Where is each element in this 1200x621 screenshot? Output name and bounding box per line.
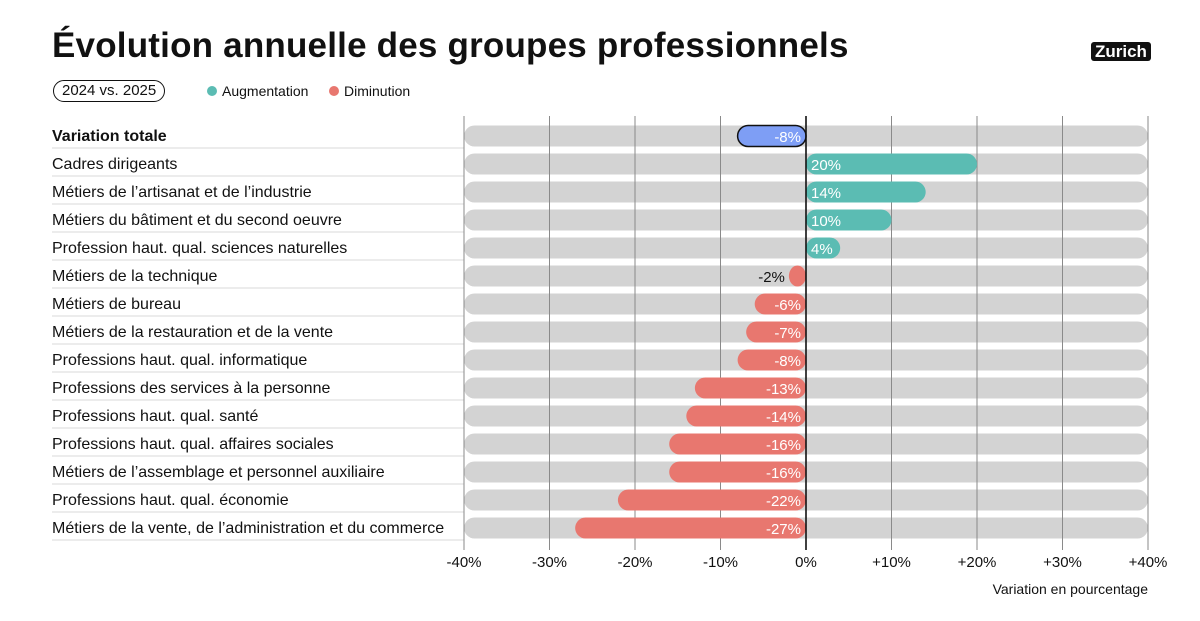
x-tick-label: +10% xyxy=(872,554,911,571)
value-label: -8% xyxy=(774,353,801,370)
bar xyxy=(737,349,806,371)
x-tick-label: -40% xyxy=(446,554,481,571)
period-badge: 2024 vs. 2025 xyxy=(53,80,166,102)
chart-title: Évolution annuelle des groupes professio… xyxy=(52,26,849,65)
value-label: -2% xyxy=(758,269,785,286)
category-label: Métiers de bureau xyxy=(52,296,181,313)
value-label: -14% xyxy=(766,409,801,426)
bar xyxy=(788,265,806,287)
value-label: -16% xyxy=(766,465,801,482)
decrease-dot-icon xyxy=(329,86,339,96)
category-label: Profession haut. qual. sciences naturell… xyxy=(52,240,347,257)
bar xyxy=(746,321,806,343)
category-label: Métiers de l’assemblage et personnel aux… xyxy=(52,464,385,481)
x-tick-label: +40% xyxy=(1129,554,1168,571)
category-label: Métiers du bâtiment et du second oeuvre xyxy=(52,212,342,229)
bar xyxy=(686,405,806,427)
value-label: -7% xyxy=(774,325,801,342)
value-label: -8% xyxy=(774,129,801,146)
value-label: 4% xyxy=(811,241,833,258)
bar xyxy=(806,209,892,231)
x-tick-label: -30% xyxy=(532,554,567,571)
bar xyxy=(575,517,806,539)
bar xyxy=(669,461,806,483)
value-label: 10% xyxy=(811,213,841,230)
brand-logo: Zurich xyxy=(1091,42,1151,61)
category-label: Professions haut. qual. santé xyxy=(52,408,258,425)
category-label: Professions haut. qual. économie xyxy=(52,492,289,509)
value-label: -27% xyxy=(766,521,801,538)
legend-decrease: Diminution xyxy=(329,83,410,99)
category-label: Métiers de la vente, de l’administration… xyxy=(52,520,444,537)
category-label: Cadres dirigeants xyxy=(52,156,177,173)
value-label: -6% xyxy=(774,297,801,314)
x-tick-label: +30% xyxy=(1043,554,1082,571)
bar xyxy=(806,237,841,259)
value-label: -13% xyxy=(766,381,801,398)
legend-increase: Augmentation xyxy=(207,83,308,99)
x-tick-label: +20% xyxy=(958,554,997,571)
bar xyxy=(806,153,977,175)
x-tick-label: 0% xyxy=(795,554,817,571)
increase-dot-icon xyxy=(207,86,217,96)
x-tick-label: -20% xyxy=(617,554,652,571)
value-label: -16% xyxy=(766,437,801,454)
bar xyxy=(754,293,806,315)
x-tick-label: -10% xyxy=(703,554,738,571)
legend-increase-label: Augmentation xyxy=(222,83,309,99)
value-label: 14% xyxy=(811,185,841,202)
bar xyxy=(806,181,926,203)
value-label: 20% xyxy=(811,157,841,174)
bar xyxy=(669,433,806,455)
value-label: -22% xyxy=(766,493,801,510)
category-label: Professions des services à la personne xyxy=(52,380,330,397)
bar xyxy=(617,489,806,511)
category-label: Variation totale xyxy=(52,128,167,145)
category-label: Professions haut. qual. informatique xyxy=(52,352,307,369)
category-label: Professions haut. qual. affaires sociale… xyxy=(52,436,334,453)
category-label: Métiers de la restauration et de la vent… xyxy=(52,324,333,341)
category-label: Métiers de la technique xyxy=(52,268,218,285)
legend-decrease-label: Diminution xyxy=(344,83,411,99)
x-axis-label: Variation en pourcentage xyxy=(992,581,1148,597)
bar xyxy=(694,377,806,399)
category-label: Métiers de l’artisanat et de l’industrie xyxy=(52,184,312,201)
